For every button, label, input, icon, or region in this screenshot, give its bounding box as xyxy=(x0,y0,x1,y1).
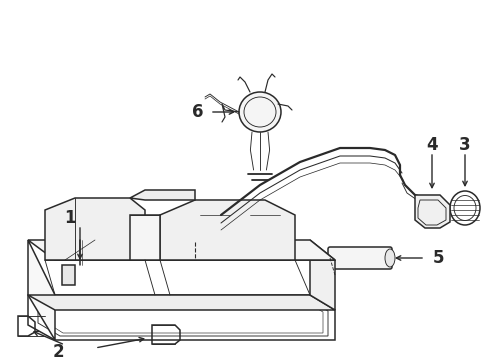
Polygon shape xyxy=(310,240,335,310)
Text: 2: 2 xyxy=(52,343,64,360)
FancyBboxPatch shape xyxy=(328,247,392,269)
Polygon shape xyxy=(130,190,195,200)
Text: 1: 1 xyxy=(64,209,76,227)
Polygon shape xyxy=(28,295,335,310)
Text: 4: 4 xyxy=(426,136,438,154)
Ellipse shape xyxy=(385,249,395,267)
Text: 6: 6 xyxy=(192,103,204,121)
Polygon shape xyxy=(130,215,160,260)
Text: 3: 3 xyxy=(459,136,471,154)
Polygon shape xyxy=(28,240,55,340)
Polygon shape xyxy=(28,240,335,260)
Text: 5: 5 xyxy=(432,249,444,267)
Polygon shape xyxy=(45,198,145,260)
Polygon shape xyxy=(160,200,295,260)
Polygon shape xyxy=(62,265,75,285)
Polygon shape xyxy=(415,195,450,228)
Ellipse shape xyxy=(239,92,281,132)
